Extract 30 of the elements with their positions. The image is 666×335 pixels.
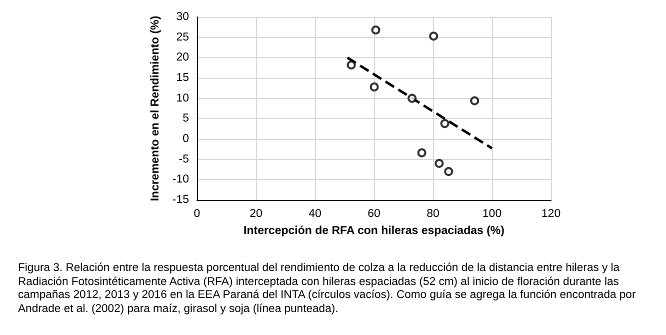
y-tick-label: -10 bbox=[172, 174, 189, 186]
point bbox=[408, 94, 417, 103]
y-tick-label: 5 bbox=[182, 112, 189, 125]
y-tick-label: -15 bbox=[172, 194, 189, 206]
point bbox=[371, 26, 380, 35]
point bbox=[444, 167, 454, 176]
x-tick-label: 100 bbox=[482, 208, 502, 220]
x-tick-label: 120 bbox=[541, 208, 561, 220]
y-tick-label: 25 bbox=[176, 31, 189, 44]
x-tick-label: 40 bbox=[308, 208, 322, 220]
point bbox=[440, 119, 450, 128]
y-axis-title: Incremento en el Rendimiento (%) bbox=[149, 16, 162, 202]
text: Figura 3. Relación entre la respuesta porcentual del rendimiento de colza a la reducción de la distancia entre hileras y la Radiación Fotosintéticamente Activa (RFA) interceptada con hileras espaciadas (52 cm) al inicio de floración durante las campañas 2012, 2013 y 2016 en la EEA Paraná del INTA (círculos vacíos). Como guía se agrega la función encontrada por Andrade et al. (2002) para maíz, girasol y soja (línea punteada). bbox=[18, 262, 637, 316]
x-tick-label: 60 bbox=[368, 208, 380, 220]
y-tick-label: 30 bbox=[176, 11, 189, 23]
y-tick-label: 10 bbox=[176, 92, 189, 104]
x-tick-label: 20 bbox=[250, 208, 262, 220]
x-axis-title: Intercepción de RFA con hileras espaciadas (%) bbox=[244, 224, 505, 237]
x-tick-label: 0 bbox=[194, 208, 200, 220]
point bbox=[417, 148, 426, 158]
y-tick-label: -5 bbox=[178, 153, 189, 166]
y-tick-label: 20 bbox=[176, 52, 189, 64]
point bbox=[434, 158, 444, 168]
y-tick-label: 15 bbox=[176, 72, 189, 84]
y-tick-label: 0 bbox=[182, 133, 189, 145]
x-tick-label: 80 bbox=[426, 208, 440, 220]
point bbox=[470, 96, 480, 106]
point bbox=[346, 60, 356, 70]
point bbox=[429, 32, 438, 41]
point bbox=[370, 82, 379, 92]
